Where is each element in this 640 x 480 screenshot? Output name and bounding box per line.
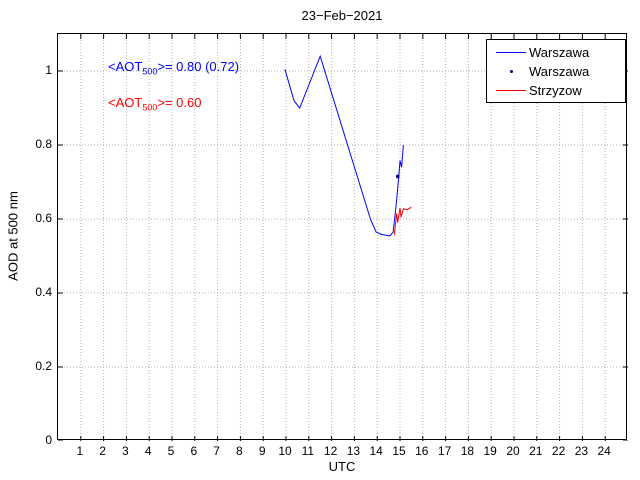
y-tick-label: 0.8 <box>35 137 52 151</box>
aot-mean-annotation-warszawa: <AOT500>= 0.80 (0.72) <box>108 59 239 77</box>
x-tick-label: 14 <box>369 444 383 458</box>
x-axis-label: UTC <box>328 459 356 474</box>
legend-entry-strzyzow-line: Strzyzow <box>493 81 625 100</box>
x-tick-label: 12 <box>323 444 338 458</box>
x-tick-label: 4 <box>144 444 152 458</box>
legend-label: Warszawa <box>529 64 590 79</box>
annotation-subscript: 500 <box>142 102 158 113</box>
line-sample-icon <box>496 52 526 53</box>
y-axis-label: AOD at 500 nm <box>5 191 21 281</box>
x-tick-label: 11 <box>301 444 315 458</box>
x-tick-label: 1 <box>76 444 84 458</box>
legend: Warszawa Warszawa Strzyzow <box>486 39 626 103</box>
x-tick-label: 16 <box>415 444 429 458</box>
x-tick-label: 10 <box>278 444 292 458</box>
x-tick-label: 6 <box>190 444 198 458</box>
x-tick-label: 7 <box>213 444 220 458</box>
x-tick-label: 13 <box>346 444 361 458</box>
annotation-subscript: 500 <box>142 66 158 77</box>
x-tick-label: 2 <box>99 444 106 458</box>
chart-title: 23−Feb−2021 <box>301 8 383 23</box>
x-tick-label: 22 <box>551 444 566 458</box>
y-tick-label: 0.6 <box>35 211 52 225</box>
annotation-text: >= 0.60 <box>157 95 202 110</box>
x-tick-label: 18 <box>460 444 475 458</box>
x-tick-label: 5 <box>167 444 175 458</box>
legend-sample <box>493 70 529 73</box>
x-tick-label: 15 <box>392 444 406 458</box>
x-tick-label: 24 <box>597 444 611 458</box>
line-sample-icon <box>496 90 526 91</box>
legend-entry-warszawa-line: Warszawa <box>493 43 625 62</box>
y-tick-label: 0 <box>45 433 52 447</box>
x-tick-label: 17 <box>437 444 452 458</box>
legend-sample <box>493 52 529 53</box>
legend-sample <box>493 90 529 91</box>
y-tick-label: 0.4 <box>35 285 52 299</box>
annotation-text: >= 0.80 (0.72) <box>157 59 240 74</box>
x-tick-label: 20 <box>506 444 520 458</box>
series-line-warszawa <box>284 54 404 237</box>
series-line-strzyzow <box>393 206 412 236</box>
aot-mean-annotation-strzyzow: <AOT500>= 0.60 <box>108 95 201 113</box>
x-tick-label: 9 <box>258 444 266 458</box>
annotation-text: <AOT <box>108 59 143 74</box>
x-tick-label: 21 <box>529 444 543 458</box>
plot-canvas <box>58 34 628 441</box>
y-tick-label: 0.2 <box>35 359 52 373</box>
dot-marker-icon <box>509 70 513 73</box>
x-tick-label: 19 <box>483 444 497 458</box>
legend-label: Warszawa <box>529 45 590 60</box>
series-marker-warszawa <box>395 174 400 179</box>
x-tick-label: 3 <box>122 444 129 458</box>
legend-entry-warszawa-marker: Warszawa <box>493 62 625 81</box>
x-tick-label: 23 <box>574 444 589 458</box>
legend-label: Strzyzow <box>529 83 582 98</box>
y-tick-label: 1 <box>45 63 52 77</box>
annotation-text: <AOT <box>108 95 143 110</box>
x-tick-label: 8 <box>236 444 243 458</box>
